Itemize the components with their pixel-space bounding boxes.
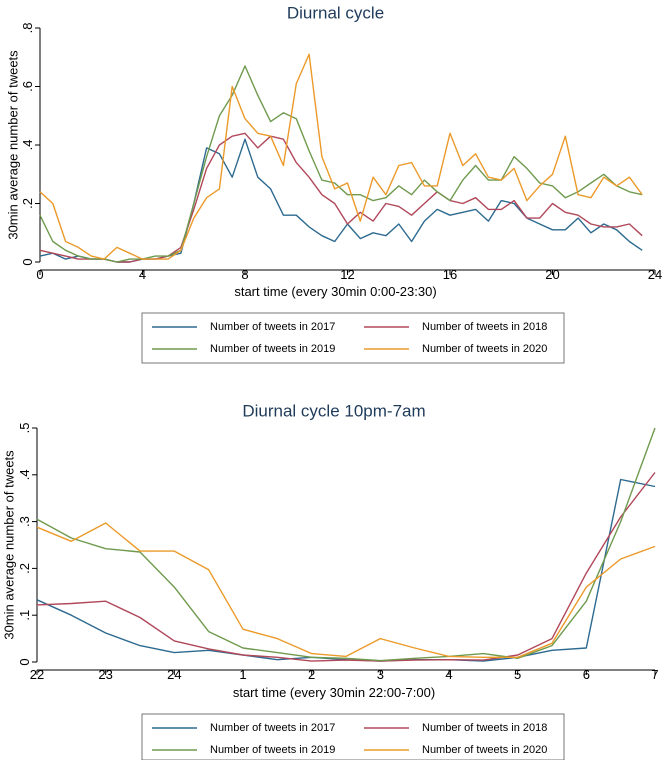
y-tick-label: 0 <box>17 658 32 665</box>
x-tick-label: 7 <box>651 667 658 682</box>
y-tick-label: .2 <box>20 198 35 209</box>
diurnal-cycle-chart: Diurnal cycle 0 .2 .4 .6 .8 0 4 8 12 16 20 24 start t… <box>5 3 662 364</box>
y-axis-label: 30min average number of tweets <box>1 450 16 640</box>
legend-label: Number of tweets in 2020 <box>422 343 547 355</box>
x-tick-label: 5 <box>514 667 521 682</box>
x-tick-label: 20 <box>545 267 559 282</box>
x-tick-label: 8 <box>241 267 248 282</box>
legend-label: Number of tweets in 2018 <box>422 722 547 734</box>
x-tick-label: 22 <box>30 667 44 682</box>
x-tick-label: 16 <box>443 267 457 282</box>
x-tick-label: 24 <box>167 667 181 682</box>
x-axis-label: start time (every 30min 22:00-7:00) <box>233 685 435 700</box>
y-tick-label: .8 <box>20 23 35 34</box>
y-tick-label: .6 <box>20 81 35 92</box>
y-axis-label: 30min average number of tweets <box>5 50 20 240</box>
y-tick-label: .4 <box>17 469 32 480</box>
x-tick-label: 3 <box>377 667 384 682</box>
series-line-4 <box>36 522 656 658</box>
x-tick-label: 2 <box>308 667 315 682</box>
legend-label: Number of tweets in 2020 <box>422 744 547 756</box>
series-line-4 <box>39 53 643 260</box>
legend-label: Number of tweets in 2017 <box>210 722 335 734</box>
legend-label: Number of tweets in 2018 <box>422 321 547 333</box>
x-tick-label: 12 <box>340 267 354 282</box>
x-tick-label: 1 <box>239 667 246 682</box>
x-tick-label: 24 <box>648 267 662 282</box>
x-tick-label: 4 <box>445 667 452 682</box>
y-tick-label: .3 <box>17 516 32 527</box>
x-tick-label: 23 <box>98 667 112 682</box>
legend-box <box>141 713 565 760</box>
y-tick-label: .4 <box>20 140 35 151</box>
x-tick-label: 0 <box>36 267 43 282</box>
x-tick-label: 6 <box>583 667 590 682</box>
legend-box <box>141 312 565 364</box>
legend-label: Number of tweets in 2017 <box>210 321 335 333</box>
series-line-3 <box>36 427 656 662</box>
legend-label: Number of tweets in 2019 <box>210 343 335 355</box>
y-tick-label: .5 <box>17 423 32 434</box>
series-line-2 <box>36 472 656 662</box>
legend-label: Number of tweets in 2019 <box>210 744 335 756</box>
y-tick-label: 0 <box>20 258 35 265</box>
chart-title: Diurnal cycle <box>287 3 384 22</box>
x-axis-label: start time (every 30min 0:00-23:30) <box>234 284 436 299</box>
y-tick-label: .2 <box>17 563 32 574</box>
x-tick-label: 4 <box>139 267 146 282</box>
y-tick-label: .1 <box>17 610 32 621</box>
chart-title: Diurnal cycle 10pm-7am <box>242 401 425 420</box>
